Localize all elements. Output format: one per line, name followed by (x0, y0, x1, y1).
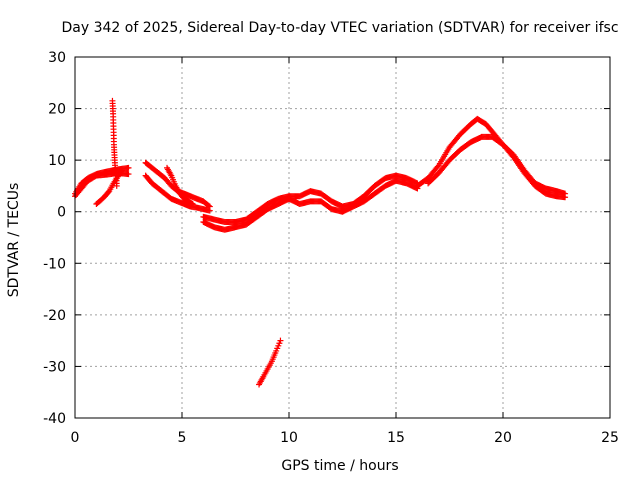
data-point (277, 337, 284, 344)
tick-layer: 0 5 10 15 20 25 -40 -30 -20 -10 0 10 20 30 (43, 50, 619, 446)
x-tick-label: 0 (71, 430, 80, 446)
data-point (119, 167, 126, 174)
series-midday-b (286, 177, 421, 215)
plot-frame (74, 56, 611, 419)
series-morning-b (142, 172, 213, 214)
data-point (434, 163, 441, 170)
x-axis-label: GPS time / hours (281, 458, 398, 474)
grid-layer (75, 57, 610, 418)
y-tick-label: -20 (43, 308, 66, 324)
data-point (562, 194, 569, 201)
data-point (125, 171, 132, 178)
data-point (113, 182, 120, 189)
y-tick-label: -10 (43, 256, 66, 272)
y-tick-label: -40 (43, 411, 66, 427)
y-tick-label: 10 (48, 153, 66, 169)
series-trough-b (200, 195, 292, 233)
series-afternoon-b (425, 133, 569, 201)
x-tick-label: 10 (280, 430, 298, 446)
data-layer (72, 97, 569, 388)
series-morning-c (164, 164, 196, 207)
series-negative-segment (256, 337, 284, 388)
y-tick-label: -30 (43, 359, 66, 375)
x-tick-label: 15 (387, 430, 405, 446)
x-tick-label: 25 (601, 430, 619, 446)
y-axis-label: SDTVAR / TECUs (6, 183, 22, 298)
x-tick-label: 20 (494, 430, 512, 446)
y-tick-label: 0 (57, 205, 66, 221)
data-point (125, 164, 132, 171)
y-tick-label: 30 (48, 50, 66, 66)
data-point (118, 168, 125, 175)
data-point (206, 207, 213, 214)
y-tick-label: 20 (48, 102, 66, 118)
x-tick-label: 5 (178, 430, 187, 446)
chart-title: Day 342 of 2025, Sidereal Day-to-day VTE… (61, 20, 618, 36)
series-spike (109, 97, 120, 189)
data-point (189, 200, 196, 207)
